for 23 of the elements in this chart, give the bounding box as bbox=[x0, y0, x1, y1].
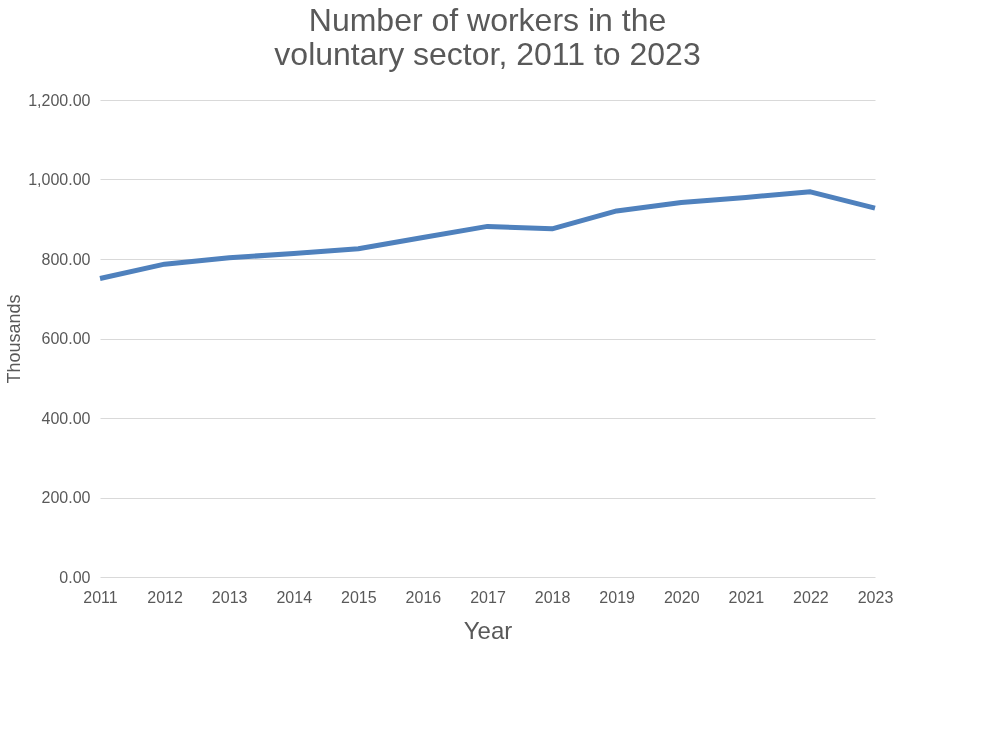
x-tick-label: 2019 bbox=[599, 588, 636, 606]
x-tick-label: 2023 bbox=[857, 588, 894, 606]
y-tick-label: 200.00 bbox=[41, 489, 91, 506]
x-tick-label: 2014 bbox=[276, 588, 313, 606]
x-tick-label: 2020 bbox=[663, 588, 700, 606]
y-tick-label: 0.00 bbox=[59, 568, 91, 586]
y-tick-label: 800.00 bbox=[41, 250, 91, 268]
x-tick-label: 2015 bbox=[341, 588, 377, 606]
y-axis-title: Thousands bbox=[4, 294, 25, 384]
x-tick-label: 2021 bbox=[728, 588, 765, 606]
y-tick-label: 600.00 bbox=[41, 330, 91, 347]
x-tick-label: 2018 bbox=[534, 588, 571, 606]
chart-title: Number of workers in the voluntary sector, 2011 to 2023 bbox=[274, 2, 701, 72]
x-tick-label: 2011 bbox=[83, 588, 118, 606]
y-tick-label: 400.00 bbox=[41, 409, 91, 427]
x-axis-title: Year bbox=[463, 616, 513, 644]
x-tick-label: 2017 bbox=[470, 588, 506, 606]
x-tick-label: 2022 bbox=[793, 588, 829, 606]
x-tick-label: 2016 bbox=[405, 588, 442, 606]
y-tick-label: 1,200.00 bbox=[28, 91, 91, 109]
x-tick-label: 2012 bbox=[147, 588, 183, 606]
x-tick-label: 2013 bbox=[211, 588, 248, 606]
y-tick-label: 1,000.00 bbox=[28, 171, 91, 188]
